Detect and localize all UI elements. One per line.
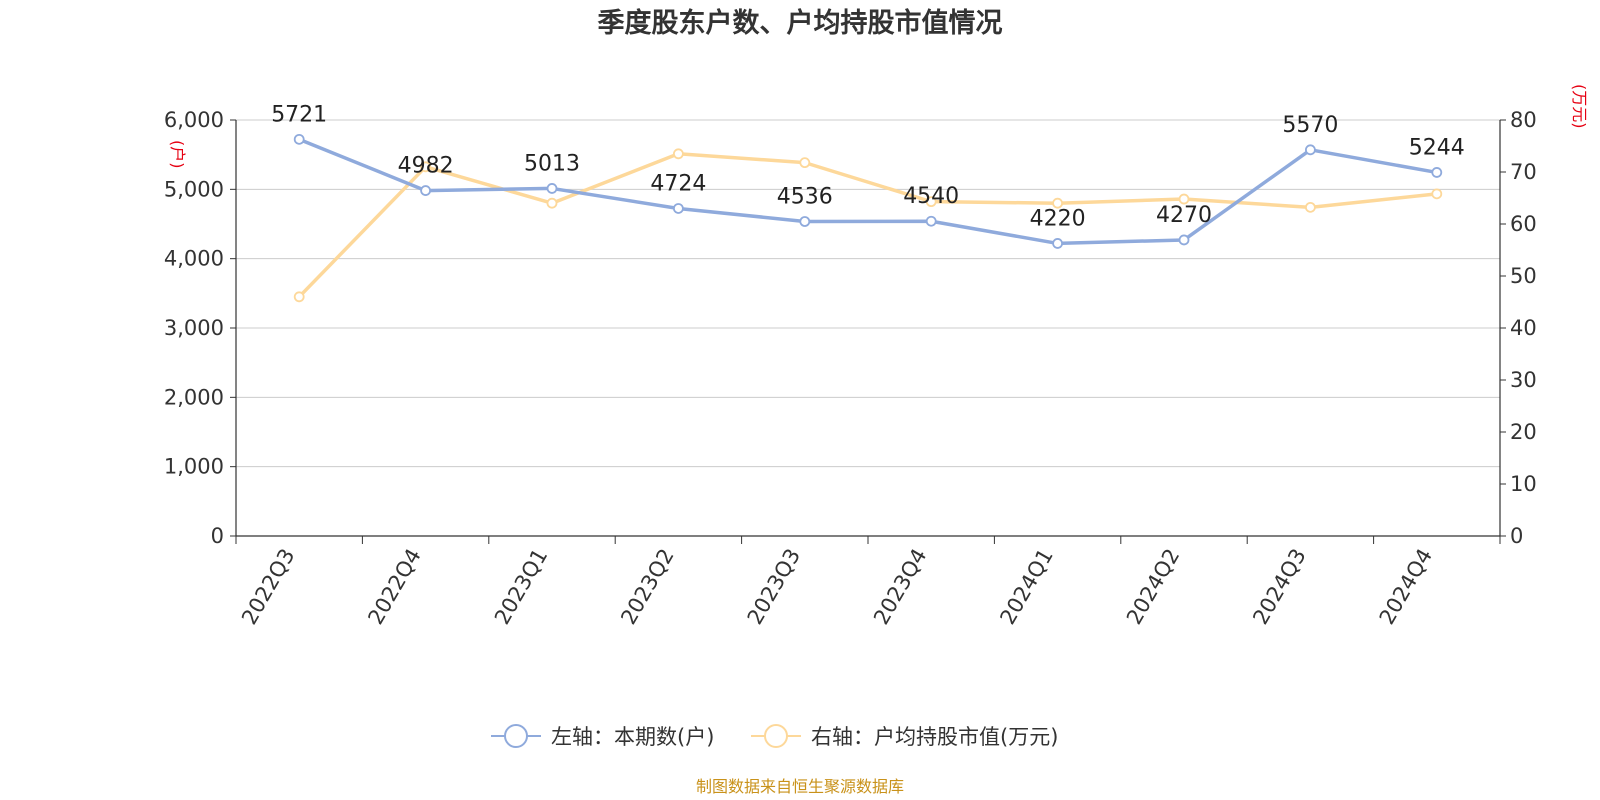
series-line-holders bbox=[298, 137, 1438, 246]
legend: 左轴：本期数(户) 右轴：户均持股市值(万元) bbox=[491, 724, 1058, 749]
x-tick-label: 2024Q1 bbox=[995, 545, 1057, 629]
right-tick-label: 40 bbox=[1510, 316, 1537, 340]
point-holders bbox=[1052, 238, 1063, 249]
point-holders bbox=[1178, 234, 1190, 246]
axes: 0 1,000 2,000 3,000 4,000 5,000 6,000 0 10 20 30 40… bbox=[164, 84, 1589, 629]
left-tick-label: 6,000 bbox=[164, 108, 224, 132]
source-note: 制图数据来自恒生聚源数据库 bbox=[696, 777, 904, 796]
x-tick-label: 2023Q3 bbox=[743, 545, 805, 629]
x-tick-label: 2022Q4 bbox=[363, 545, 425, 629]
data-label: 5013 bbox=[524, 151, 580, 176]
x-tick-label: 2023Q1 bbox=[490, 545, 552, 629]
chart-title: 季度股东户数、户均持股市值情况 bbox=[598, 7, 1003, 39]
x-tick-label: 2023Q4 bbox=[869, 545, 931, 629]
legend-item-holders: 左轴：本期数(户) bbox=[491, 724, 714, 749]
left-axis-unit: (户) bbox=[168, 140, 187, 169]
point-avg-value bbox=[1052, 197, 1063, 209]
point-holders bbox=[1305, 144, 1316, 156]
left-tick-label: 5,000 bbox=[164, 177, 224, 201]
data-label: 4540 bbox=[903, 184, 959, 209]
legend-label: 右轴：户均持股市值(万元) bbox=[811, 725, 1058, 749]
point-avg-value bbox=[546, 197, 558, 209]
right-tick-label: 20 bbox=[1510, 420, 1537, 444]
point-holders bbox=[293, 133, 305, 145]
point-avg-value bbox=[1305, 201, 1316, 213]
point-avg-value bbox=[799, 157, 811, 169]
left-tick-label: 4,000 bbox=[164, 247, 224, 271]
x-tick-label: 2023Q2 bbox=[616, 545, 678, 629]
data-label: 5570 bbox=[1282, 113, 1338, 138]
data-label: 4724 bbox=[650, 171, 706, 196]
data-label: 5244 bbox=[1409, 135, 1465, 160]
point-holders bbox=[1431, 167, 1443, 178]
right-tick-label: 60 bbox=[1510, 212, 1537, 236]
point-avg-value bbox=[293, 291, 305, 303]
point-avg-value bbox=[1178, 193, 1190, 205]
legend-label: 左轴：本期数(户) bbox=[551, 725, 714, 749]
right-tick-label: 10 bbox=[1510, 472, 1537, 496]
point-avg-value bbox=[673, 148, 684, 160]
point-holders bbox=[546, 183, 558, 194]
x-tick-label: 2024Q2 bbox=[1122, 545, 1184, 629]
right-tick-label: 80 bbox=[1510, 108, 1537, 132]
data-label: 4536 bbox=[777, 185, 833, 210]
point-holders bbox=[799, 216, 811, 227]
right-tick-label: 70 bbox=[1510, 160, 1537, 184]
series-line-avg-value bbox=[297, 152, 1437, 299]
left-tick-label: 0 bbox=[211, 524, 224, 548]
x-tick-label: 2024Q4 bbox=[1375, 545, 1437, 629]
legend-marker bbox=[764, 724, 788, 748]
point-avg-value bbox=[420, 161, 432, 173]
point-holders bbox=[925, 215, 937, 227]
left-tick-label: 2,000 bbox=[164, 385, 224, 409]
series-lines bbox=[293, 133, 1443, 303]
legend-item-avg-value: 右轴：户均持股市值(万元) bbox=[751, 724, 1058, 749]
left-tick-label: 1,000 bbox=[164, 455, 224, 479]
data-label: 4982 bbox=[398, 154, 454, 179]
data-label: 4270 bbox=[1156, 203, 1212, 228]
point-holders bbox=[420, 185, 432, 196]
point-holders bbox=[673, 203, 684, 214]
legend-marker bbox=[504, 724, 528, 748]
point-avg-value bbox=[1431, 188, 1443, 200]
data-label: 5721 bbox=[271, 102, 327, 127]
x-tick-label: 2024Q3 bbox=[1248, 545, 1310, 629]
left-tick-label: 3,000 bbox=[164, 316, 224, 340]
x-tick-label: 2022Q3 bbox=[237, 545, 299, 629]
right-tick-label: 30 bbox=[1510, 368, 1537, 392]
point-avg-value bbox=[925, 196, 937, 208]
right-tick-label: 50 bbox=[1510, 264, 1537, 288]
right-axis-unit: (万元) bbox=[1570, 84, 1589, 129]
data-label: 4220 bbox=[1030, 206, 1086, 231]
right-tick-label: 0 bbox=[1510, 524, 1523, 548]
data-labels: 5721 4982 5013 4724 4536 4540 4220 4270 5570 5244 bbox=[271, 102, 1465, 231]
